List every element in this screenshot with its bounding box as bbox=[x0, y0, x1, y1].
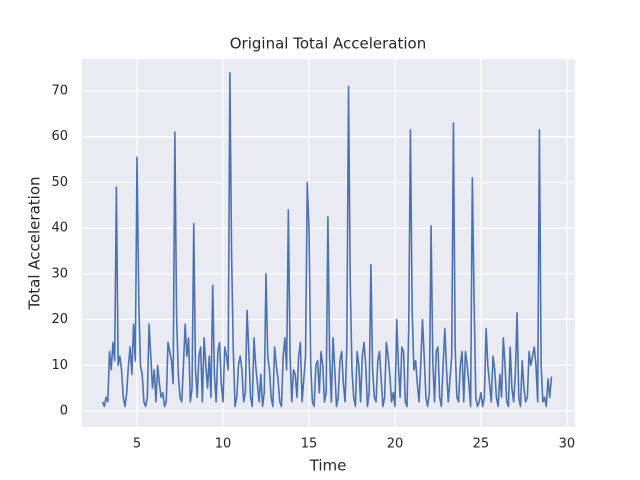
y-tick-label: 50 bbox=[51, 175, 68, 190]
y-tick-label: 0 bbox=[60, 404, 68, 419]
x-tick-label: 10 bbox=[215, 437, 232, 452]
x-tick-label: 20 bbox=[387, 437, 404, 452]
y-tick-label: 70 bbox=[51, 84, 68, 99]
plot bbox=[101, 71, 553, 408]
y-tick-label: 60 bbox=[51, 129, 68, 144]
x-tick-label: 5 bbox=[133, 437, 141, 452]
y-tick-label: 30 bbox=[51, 266, 68, 281]
x-tick-label: 15 bbox=[301, 437, 318, 452]
y-tick-label: 20 bbox=[51, 312, 68, 327]
data-line bbox=[101, 71, 553, 408]
y-axis-label: Total Acceleration bbox=[26, 176, 44, 310]
x-tick-label: 30 bbox=[559, 437, 576, 452]
x-tick-label: 25 bbox=[473, 437, 490, 452]
y-tick-label: 10 bbox=[51, 358, 68, 373]
y-tick-label: 40 bbox=[51, 221, 68, 236]
x-axis-label: Time bbox=[309, 457, 347, 475]
chart-title: Original Total Acceleration bbox=[230, 35, 426, 53]
